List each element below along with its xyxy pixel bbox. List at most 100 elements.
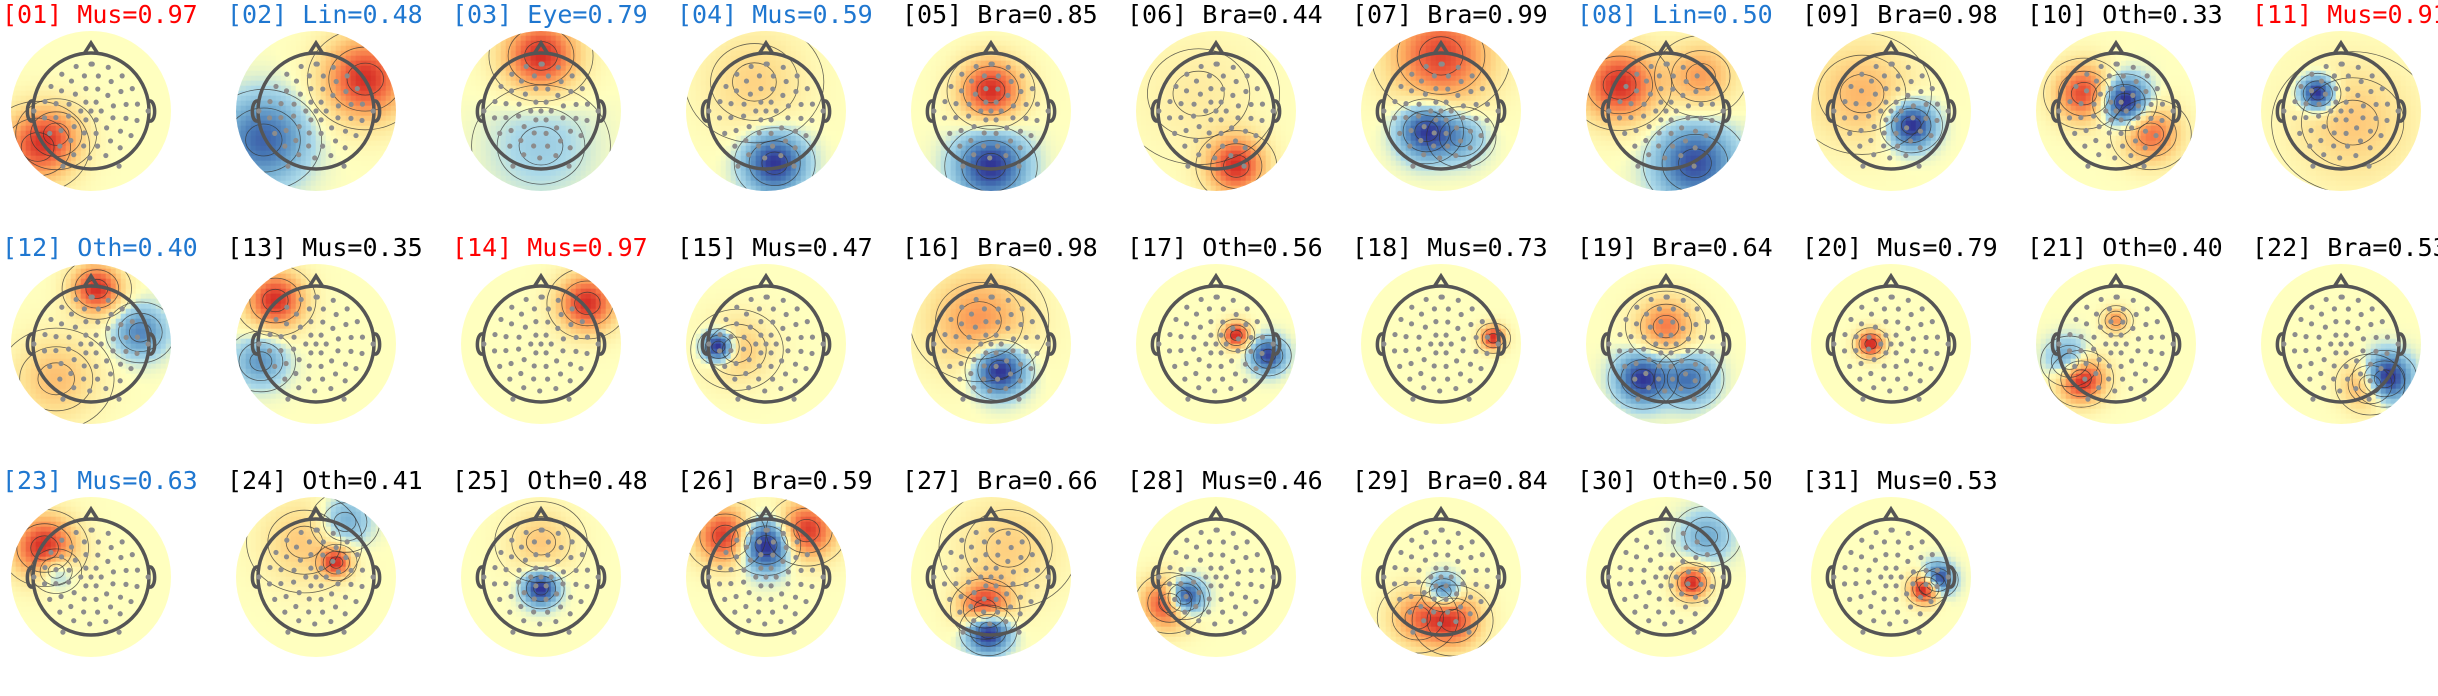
component-label: Bra=0.99 [1427,0,1547,29]
component-28: [28] Mus=0.46 [1127,466,1352,696]
component-3: [03] Eye=0.79 [452,0,677,230]
component-index: [28] [1127,466,1187,495]
component-title: [06] Bra=0.44 [1127,0,1323,30]
component-label: Oth=0.33 [2102,0,2222,29]
component-index: [13] [227,233,287,262]
component-title: [28] Mus=0.46 [1127,466,1323,496]
component-title: [30] Oth=0.50 [1577,466,1773,496]
topomap [2035,30,2197,192]
component-index: [30] [1577,466,1637,495]
component-index: [10] [2027,0,2087,29]
component-26: [26] Bra=0.59 [677,466,902,696]
component-index: [05] [902,0,962,29]
component-5: [05] Bra=0.85 [902,0,1127,230]
component-title: [11] Mus=0.91 [2252,0,2438,30]
component-title: [26] Bra=0.59 [677,466,873,496]
topomap [1360,263,1522,425]
topomap [685,263,847,425]
component-27: [27] Bra=0.66 [902,466,1127,696]
component-title: [12] Oth=0.40 [2,233,198,263]
component-label: Bra=0.98 [977,233,1097,262]
component-label: Oth=0.48 [527,466,647,495]
topomap [1585,496,1747,658]
component-label: Mus=0.91 [2327,0,2438,29]
component-title: [19] Bra=0.64 [1577,233,1773,263]
topomap [685,30,847,192]
component-index: [08] [1577,0,1637,29]
component-title: [23] Mus=0.63 [2,466,198,496]
component-index: [26] [677,466,737,495]
component-title: [13] Mus=0.35 [227,233,423,263]
component-24: [24] Oth=0.41 [227,466,452,696]
topomap [1135,30,1297,192]
topomap [1810,30,1972,192]
component-14: [14] Mus=0.97 [452,233,677,463]
component-label: Oth=0.56 [1202,233,1322,262]
component-8: [08] Lin=0.50 [1577,0,1802,230]
topomap [1585,30,1747,192]
component-index: [07] [1352,0,1412,29]
topomap [2260,30,2422,192]
component-10: [10] Oth=0.33 [2027,0,2252,230]
topomap [2035,263,2197,425]
topomap [910,30,1072,192]
topomap [460,496,622,658]
topomap [235,496,397,658]
component-index: [18] [1352,233,1412,262]
component-label: Bra=0.98 [1877,0,1997,29]
component-label: Mus=0.46 [1202,466,1322,495]
component-label: Bra=0.66 [977,466,1097,495]
component-label: Mus=0.53 [1877,466,1997,495]
topomap [1135,263,1297,425]
component-4: [04] Mus=0.59 [677,0,902,230]
topomap [1810,496,1972,658]
component-21: [21] Oth=0.40 [2027,233,2252,463]
component-23: [23] Mus=0.63 [2,466,227,696]
topomap [1360,30,1522,192]
component-16: [16] Bra=0.98 [902,233,1127,463]
component-index: [25] [452,466,512,495]
component-label: Mus=0.35 [302,233,422,262]
component-index: [01] [2,0,62,29]
topomap [1810,263,1972,425]
component-label: Bra=0.53 [2327,233,2438,262]
topomap [235,263,397,425]
component-index: [23] [2,466,62,495]
component-topomap-grid: [01] Mus=0.97[02] Lin=0.48[03] Eye=0.79[… [0,0,2438,667]
component-label: Bra=0.44 [1202,0,1322,29]
component-18: [18] Mus=0.73 [1352,233,1577,463]
component-title: [01] Mus=0.97 [2,0,198,30]
topomap [235,30,397,192]
component-index: [17] [1127,233,1187,262]
component-title: [10] Oth=0.33 [2027,0,2223,30]
component-title: [27] Bra=0.66 [902,466,1098,496]
component-index: [09] [1802,0,1862,29]
component-31: [31] Mus=0.53 [1802,466,2027,696]
component-title: [16] Bra=0.98 [902,233,1098,263]
component-title: [24] Oth=0.41 [227,466,423,496]
component-12: [12] Oth=0.40 [2,233,227,463]
topomap [460,263,622,425]
component-index: [14] [452,233,512,262]
topomap [2260,263,2422,425]
component-13: [13] Mus=0.35 [227,233,452,463]
component-title: [31] Mus=0.53 [1802,466,1998,496]
component-title: [07] Bra=0.99 [1352,0,1548,30]
component-title: [05] Bra=0.85 [902,0,1098,30]
component-9: [09] Bra=0.98 [1802,0,2027,230]
component-label: Bra=0.64 [1652,233,1772,262]
component-label: Mus=0.79 [1877,233,1997,262]
component-index: [29] [1352,466,1412,495]
component-title: [03] Eye=0.79 [452,0,648,30]
component-17: [17] Oth=0.56 [1127,233,1352,463]
component-label: Mus=0.97 [527,233,647,262]
component-index: [02] [227,0,287,29]
component-title: [21] Oth=0.40 [2027,233,2223,263]
component-15: [15] Mus=0.47 [677,233,902,463]
component-30: [30] Oth=0.50 [1577,466,1802,696]
component-title: [25] Oth=0.48 [452,466,648,496]
component-index: [06] [1127,0,1187,29]
component-index: [27] [902,466,962,495]
component-label: Oth=0.40 [2102,233,2222,262]
component-index: [24] [227,466,287,495]
